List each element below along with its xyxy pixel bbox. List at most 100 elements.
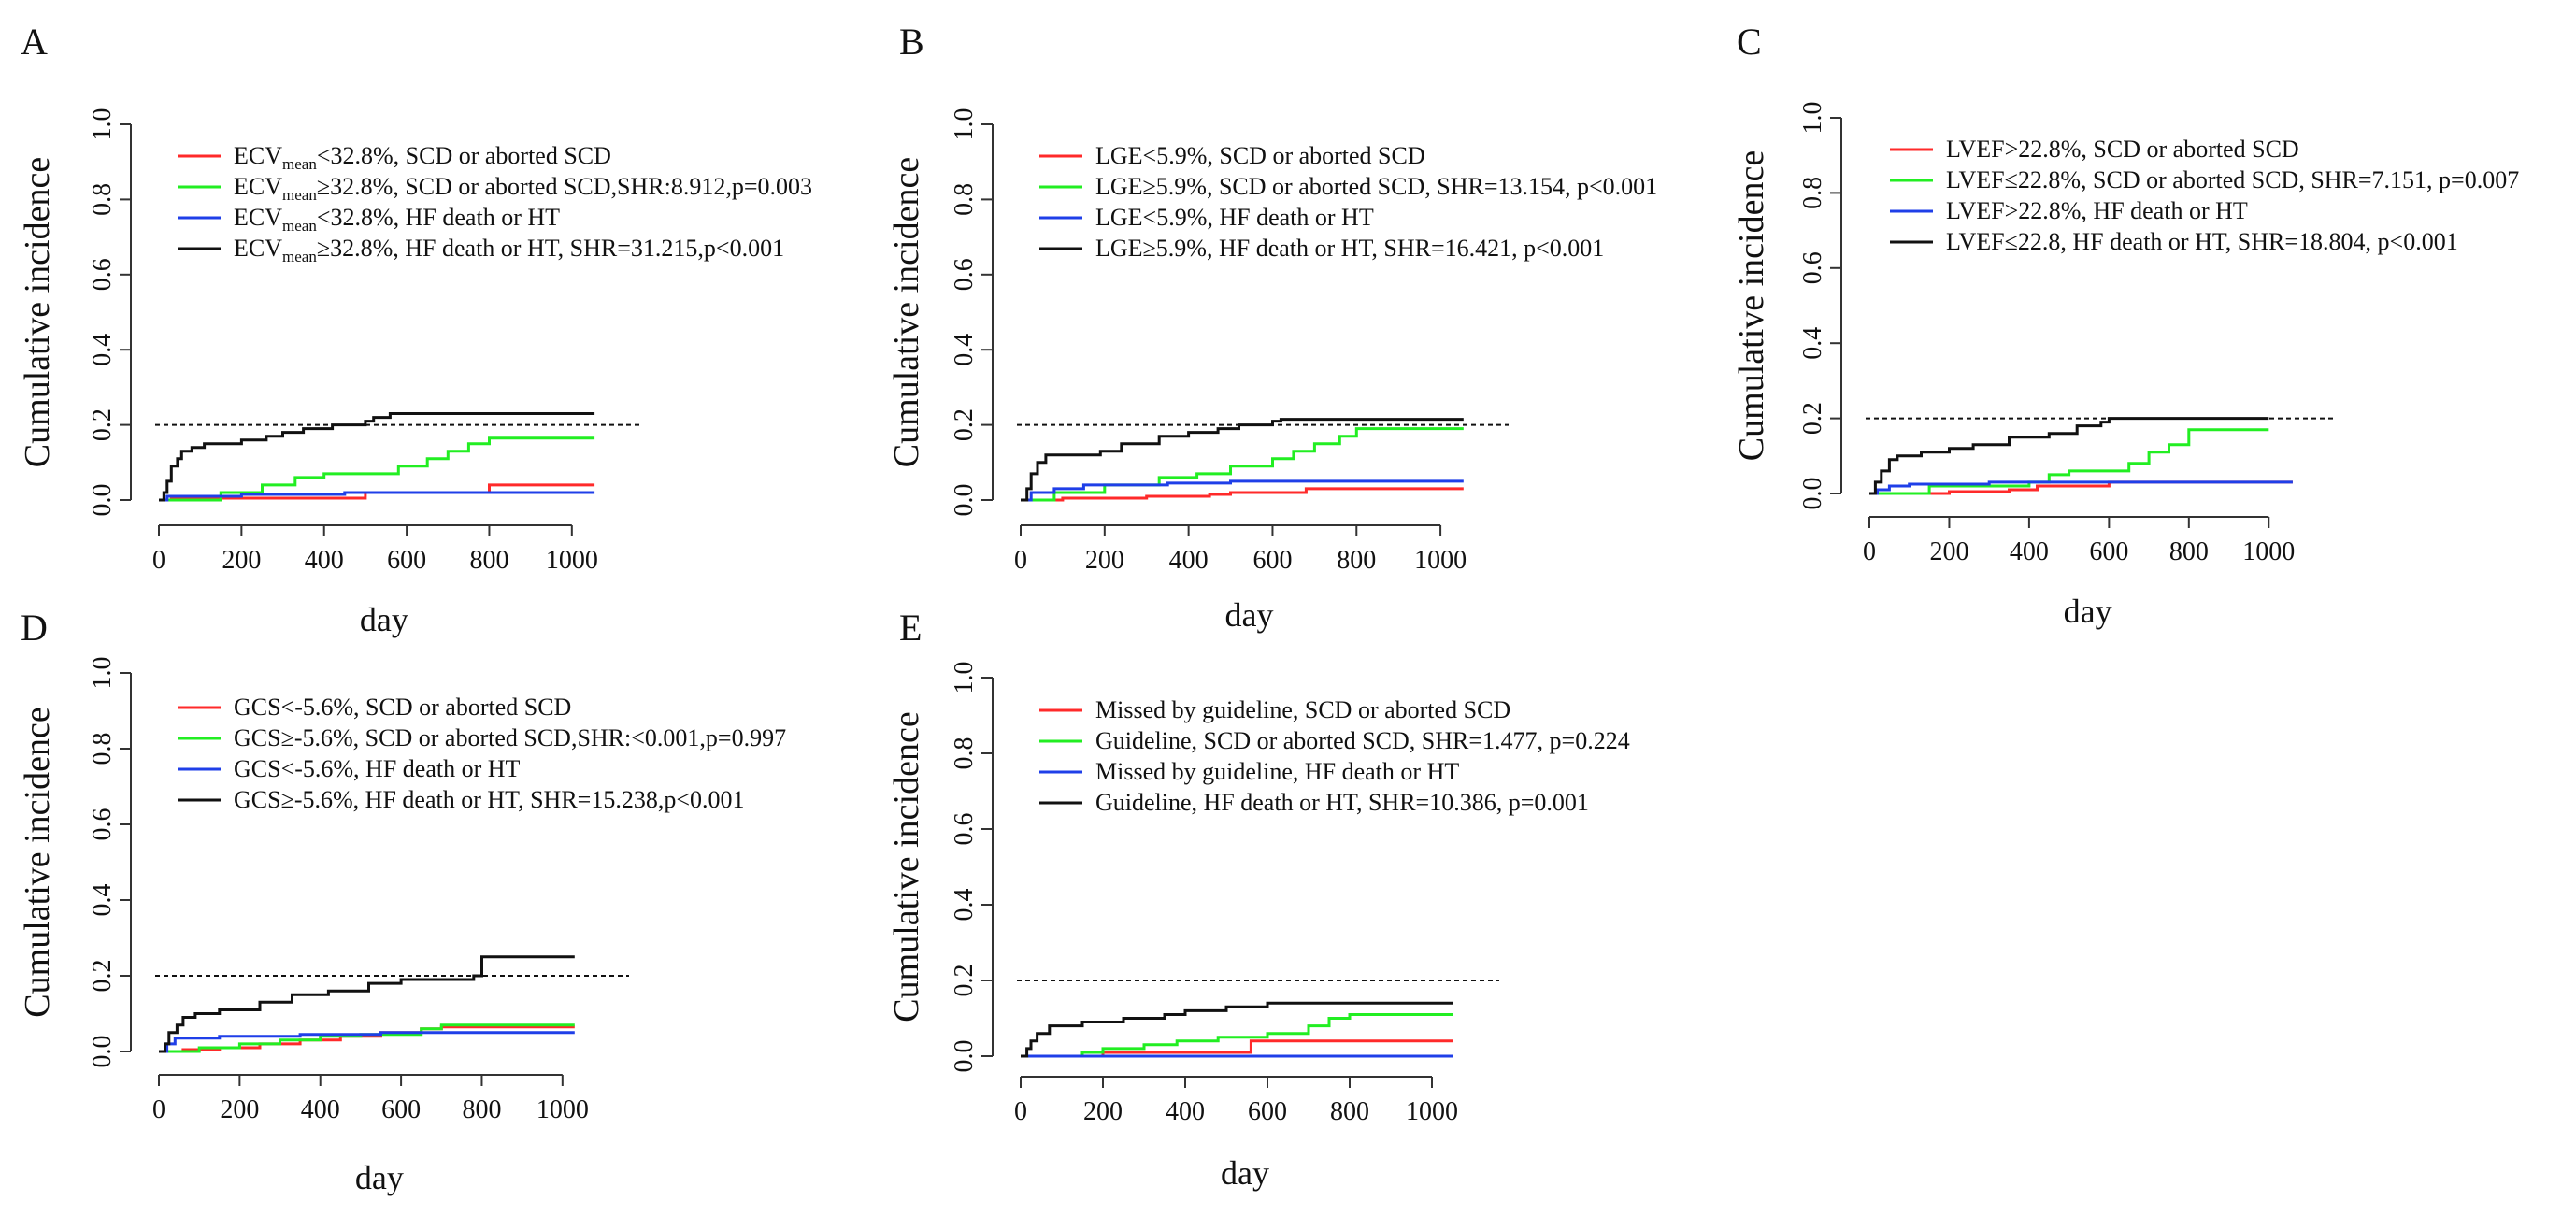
series-line-red (1869, 480, 2293, 495)
y-tick-label: 0.4 (950, 334, 979, 366)
legend-entry-blue: GCS<-5.6%, HF death or HT (234, 755, 521, 782)
y-axis-label: Cumulative incidence (887, 157, 926, 467)
legend-entry-blue: LVEF>22.8%, HF death or HT (1946, 197, 2248, 224)
x-tick-label: 0 (152, 1095, 165, 1124)
y-tick-label: 0.4 (950, 889, 979, 922)
x-axis-label: day (1221, 1154, 1269, 1192)
series-line-blue (159, 491, 595, 502)
y-tick-label: 0.6 (950, 258, 979, 291)
x-tick-label: 200 (1085, 546, 1124, 575)
x-tick-label: 1000 (1406, 1097, 1458, 1126)
series-line-green (1021, 1013, 1453, 1058)
panel-letter: E (899, 607, 922, 649)
y-tick-label: 0.2 (1798, 402, 1827, 435)
y-tick-label: 0.2 (88, 960, 117, 993)
panel-b: B 0.0 0.2 0.4 0.6 0.8 1.0 0 200 400 600 800 1000 Cumu… (887, 21, 1657, 634)
y-tick-label: 0.4 (1798, 327, 1827, 360)
legend-entry-red: LGE<5.9%, SCD or aborted SCD (1095, 142, 1425, 169)
y-tick-label: 0.6 (950, 813, 979, 846)
series-line-black (1021, 418, 1464, 502)
x-tick-label: 800 (2169, 537, 2209, 566)
legend-entry-black: LGE≥5.9%, HF death or HT, SHR=16.421, p<… (1095, 235, 1604, 262)
legend-entry-green: LGE≥5.9%, SCD or aborted SCD, SHR=13.154… (1095, 173, 1657, 200)
series-line-red (1021, 1039, 1453, 1058)
legend-entry-black: ECVmean≥32.8%, HF death or HT, SHR=31.21… (234, 235, 784, 265)
x-tick-label: 1000 (546, 546, 598, 575)
y-tick-label: 0.8 (88, 183, 117, 216)
y-tick-label: 0.4 (88, 884, 117, 917)
legend: GCS<-5.6%, SCD or aborted SCD GCS≥-5.6%, … (178, 694, 786, 813)
legend: LVEF>22.8%, SCD or aborted SCD LVEF≤22.8%… (1890, 136, 2519, 255)
y-tick-label: 0.0 (88, 484, 117, 517)
x-tick-label: 600 (381, 1095, 421, 1124)
x-tick-label: 600 (2089, 537, 2128, 566)
legend-entry-blue: ECVmean<32.8%, HF death or HT (234, 204, 560, 235)
series-line-red (1021, 487, 1464, 502)
series-line-green (1021, 427, 1464, 502)
legend-entry-black: GCS≥-5.6%, HF death or HT, SHR=15.238,p<… (234, 786, 745, 813)
x-axis-label: day (355, 1159, 404, 1196)
x-tick-label: 200 (1929, 537, 1968, 566)
x-tick-label: 200 (222, 546, 261, 575)
series-line-black (1869, 417, 2269, 495)
x-tick-label: 600 (387, 546, 426, 575)
x-tick-label: 400 (305, 546, 344, 575)
y-tick-label: 0.8 (1798, 177, 1827, 209)
series-line-black (159, 412, 595, 502)
y-tick-label: 0.8 (950, 737, 979, 770)
legend-entry-red: Missed by guideline, SCD or aborted SCD (1095, 696, 1510, 723)
x-tick-label: 600 (1252, 546, 1292, 575)
x-tick-label: 0 (1014, 546, 1027, 575)
y-axis-label: Cumulative incidence (887, 711, 926, 1022)
x-axis-label: day (1225, 596, 1274, 634)
panel-e: E 0.0 0.2 0.4 0.6 0.8 1.0 0 200 400 600 800 1000 Cumu… (887, 607, 1630, 1192)
x-tick-label: 400 (301, 1095, 340, 1124)
panel-letter: A (21, 21, 48, 63)
panel-letter: D (21, 607, 48, 649)
y-tick-label: 0.0 (950, 1040, 979, 1073)
legend-entry-green: GCS≥-5.6%, SCD or aborted SCD,SHR:<0.001… (234, 724, 786, 751)
y-tick-label: 0.2 (950, 965, 979, 997)
y-tick-label: 0.6 (88, 808, 117, 841)
y-tick-label: 0.2 (88, 408, 117, 441)
x-tick-label: 200 (220, 1095, 259, 1124)
x-tick-label: 1000 (537, 1095, 589, 1124)
series-line-black (1021, 1001, 1453, 1058)
panel-letter: C (1737, 21, 1762, 63)
x-tick-label: 0 (1863, 537, 1876, 566)
panel-a: A 0.0 0.2 0.4 0.6 0.8 1.0 0 200 400 600 800 1000 Cumu… (18, 21, 812, 638)
y-tick-label: 0.2 (950, 408, 979, 441)
series-line-green (159, 436, 595, 502)
y-tick-label: 0.6 (1798, 251, 1827, 284)
x-tick-label: 400 (1169, 546, 1209, 575)
y-axis-label: Cumulative incidence (1732, 150, 1771, 461)
legend: LGE<5.9%, SCD or aborted SCD LGE≥5.9%, SC… (1039, 142, 1657, 262)
panel-c: C 0.0 0.2 0.4 0.6 0.8 1.0 0 200 400 600 800 1000 Cumu… (1732, 21, 2519, 630)
y-tick-label: 0.0 (950, 484, 979, 517)
series-line-green (159, 1023, 575, 1053)
y-tick-label: 1.0 (88, 108, 117, 141)
x-tick-label: 1000 (1414, 546, 1467, 575)
legend-entry-red: LVEF>22.8%, SCD or aborted SCD (1946, 136, 2299, 163)
y-tick-label: 0.8 (88, 733, 117, 765)
series-line-green (1869, 428, 2269, 495)
legend-entry-blue: Missed by guideline, HF death or HT (1095, 758, 1459, 785)
x-tick-label: 0 (1014, 1097, 1027, 1126)
y-tick-label: 0.0 (88, 1036, 117, 1068)
x-tick-label: 0 (152, 546, 165, 575)
y-tick-label: 1.0 (88, 657, 117, 690)
series-line-blue (1869, 480, 2293, 495)
legend-entry-red: GCS<-5.6%, SCD or aborted SCD (234, 694, 571, 721)
panel-d: D 0.0 0.2 0.4 0.6 0.8 1.0 0 200 400 600 800 1000 Cumu… (18, 607, 786, 1196)
panel-letter: B (899, 21, 924, 63)
x-axis-label: day (360, 601, 408, 638)
legend: ECVmean<32.8%, SCD or aborted SCDECVmean… (178, 142, 812, 265)
y-tick-label: 1.0 (950, 108, 979, 141)
y-tick-label: 1.0 (1798, 102, 1827, 135)
y-axis-label: Cumulative incidence (18, 157, 57, 467)
x-tick-label: 800 (1330, 1097, 1369, 1126)
x-tick-label: 800 (1337, 546, 1376, 575)
series-line-blue (1021, 479, 1464, 502)
x-tick-label: 600 (1248, 1097, 1287, 1126)
